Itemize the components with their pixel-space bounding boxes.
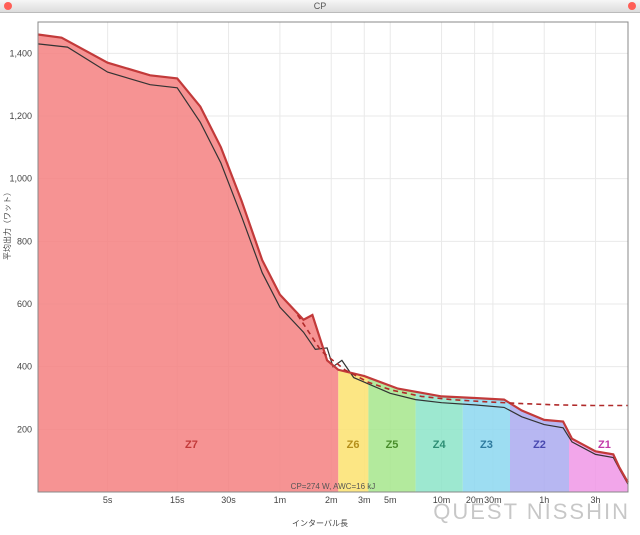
svg-text:400: 400: [17, 362, 32, 372]
svg-text:15s: 15s: [170, 495, 185, 505]
svg-text:2m: 2m: [325, 495, 338, 505]
close-icon[interactable]: [4, 2, 12, 10]
svg-text:1,000: 1,000: [9, 174, 32, 184]
svg-text:Z6: Z6: [347, 439, 360, 451]
svg-text:200: 200: [17, 424, 32, 434]
svg-text:30s: 30s: [221, 495, 236, 505]
svg-text:Z4: Z4: [433, 439, 447, 451]
svg-text:1h: 1h: [539, 495, 549, 505]
svg-text:5m: 5m: [384, 495, 397, 505]
svg-text:20m: 20m: [466, 495, 484, 505]
svg-text:3h: 3h: [591, 495, 601, 505]
svg-text:1m: 1m: [274, 495, 287, 505]
svg-text:3m: 3m: [358, 495, 371, 505]
svg-text:CP=274 W, AWC=16 kJ: CP=274 W, AWC=16 kJ: [291, 482, 376, 491]
svg-text:1,200: 1,200: [9, 111, 32, 121]
svg-text:600: 600: [17, 299, 32, 309]
svg-text:Z5: Z5: [386, 439, 399, 451]
app-window: CP 平均出力（ワット） 200 400 600 800 1,000 1,200 1,400…: [0, 0, 640, 535]
svg-text:5s: 5s: [103, 495, 113, 505]
y-axis-label: 平均出力（ワット）: [2, 188, 13, 260]
svg-text:Z7: Z7: [185, 439, 198, 451]
x-axis-label: インターバル長: [0, 518, 640, 529]
svg-text:Z3: Z3: [480, 439, 493, 451]
minimize-icon[interactable]: [628, 2, 636, 10]
power-duration-chart: 2004006008001,0001,2001,4005s15s30s1m2m3…: [38, 22, 628, 512]
svg-text:Z2: Z2: [533, 439, 546, 451]
svg-text:1,400: 1,400: [9, 48, 32, 58]
window-title: CP: [314, 1, 327, 11]
svg-text:10m: 10m: [433, 495, 451, 505]
svg-text:Z1: Z1: [598, 439, 611, 451]
titlebar: CP: [0, 0, 640, 13]
svg-text:30m: 30m: [484, 495, 502, 505]
svg-text:800: 800: [17, 236, 32, 246]
